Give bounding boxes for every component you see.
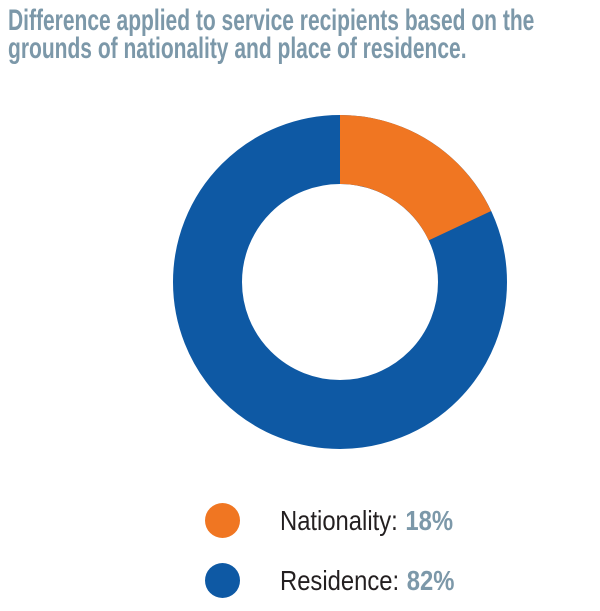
residence-swatch-icon — [205, 563, 240, 598]
legend-item-nationality: Nationality: 18% — [205, 503, 485, 538]
legend-text-residence: Residence: 82% — [280, 563, 454, 598]
chart-title: Difference applied to service recipients… — [8, 4, 600, 65]
legend-text-nationality: Nationality: 18% — [280, 503, 453, 538]
legend-item-residence: Residence: 82% — [205, 563, 485, 598]
legend-label-nationality: Nationality: — [280, 505, 398, 536]
chart-title-line1: Difference applied to service recipients… — [8, 4, 535, 37]
donut-segment-nationality — [173, 115, 507, 449]
legend-label-residence: Residence: — [280, 565, 400, 596]
legend: Nationality: 18% Residence: 82% — [205, 503, 485, 611]
legend-value-residence: 82% — [406, 565, 455, 596]
nationality-swatch-icon — [205, 503, 240, 538]
legend-value-nationality: 18% — [405, 505, 454, 536]
chart-title-line2: grounds of nationality and place of resi… — [8, 32, 467, 65]
